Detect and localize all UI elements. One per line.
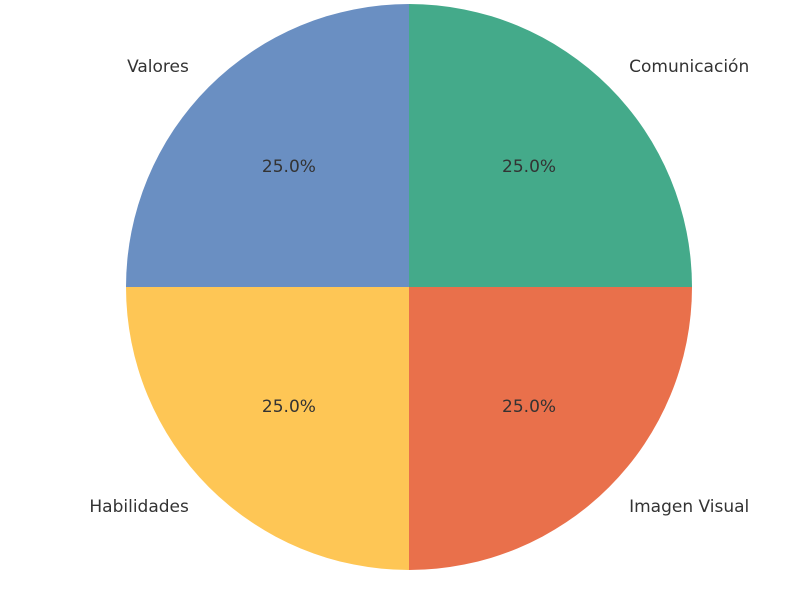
- pie-slice: [409, 4, 692, 287]
- slice-label: Imagen Visual: [629, 497, 749, 517]
- slice-label: Comunicación: [629, 57, 749, 77]
- percent-label: 25.0%: [502, 397, 556, 417]
- percent-label: 25.0%: [262, 397, 316, 417]
- slice-label: Habilidades: [89, 497, 189, 517]
- pie-slice: [126, 4, 409, 287]
- percent-label: 25.0%: [262, 157, 316, 177]
- pie-slice: [126, 287, 409, 570]
- pie-slice: [409, 287, 692, 570]
- percent-label: 25.0%: [502, 157, 556, 177]
- slice-label: Valores: [127, 57, 189, 77]
